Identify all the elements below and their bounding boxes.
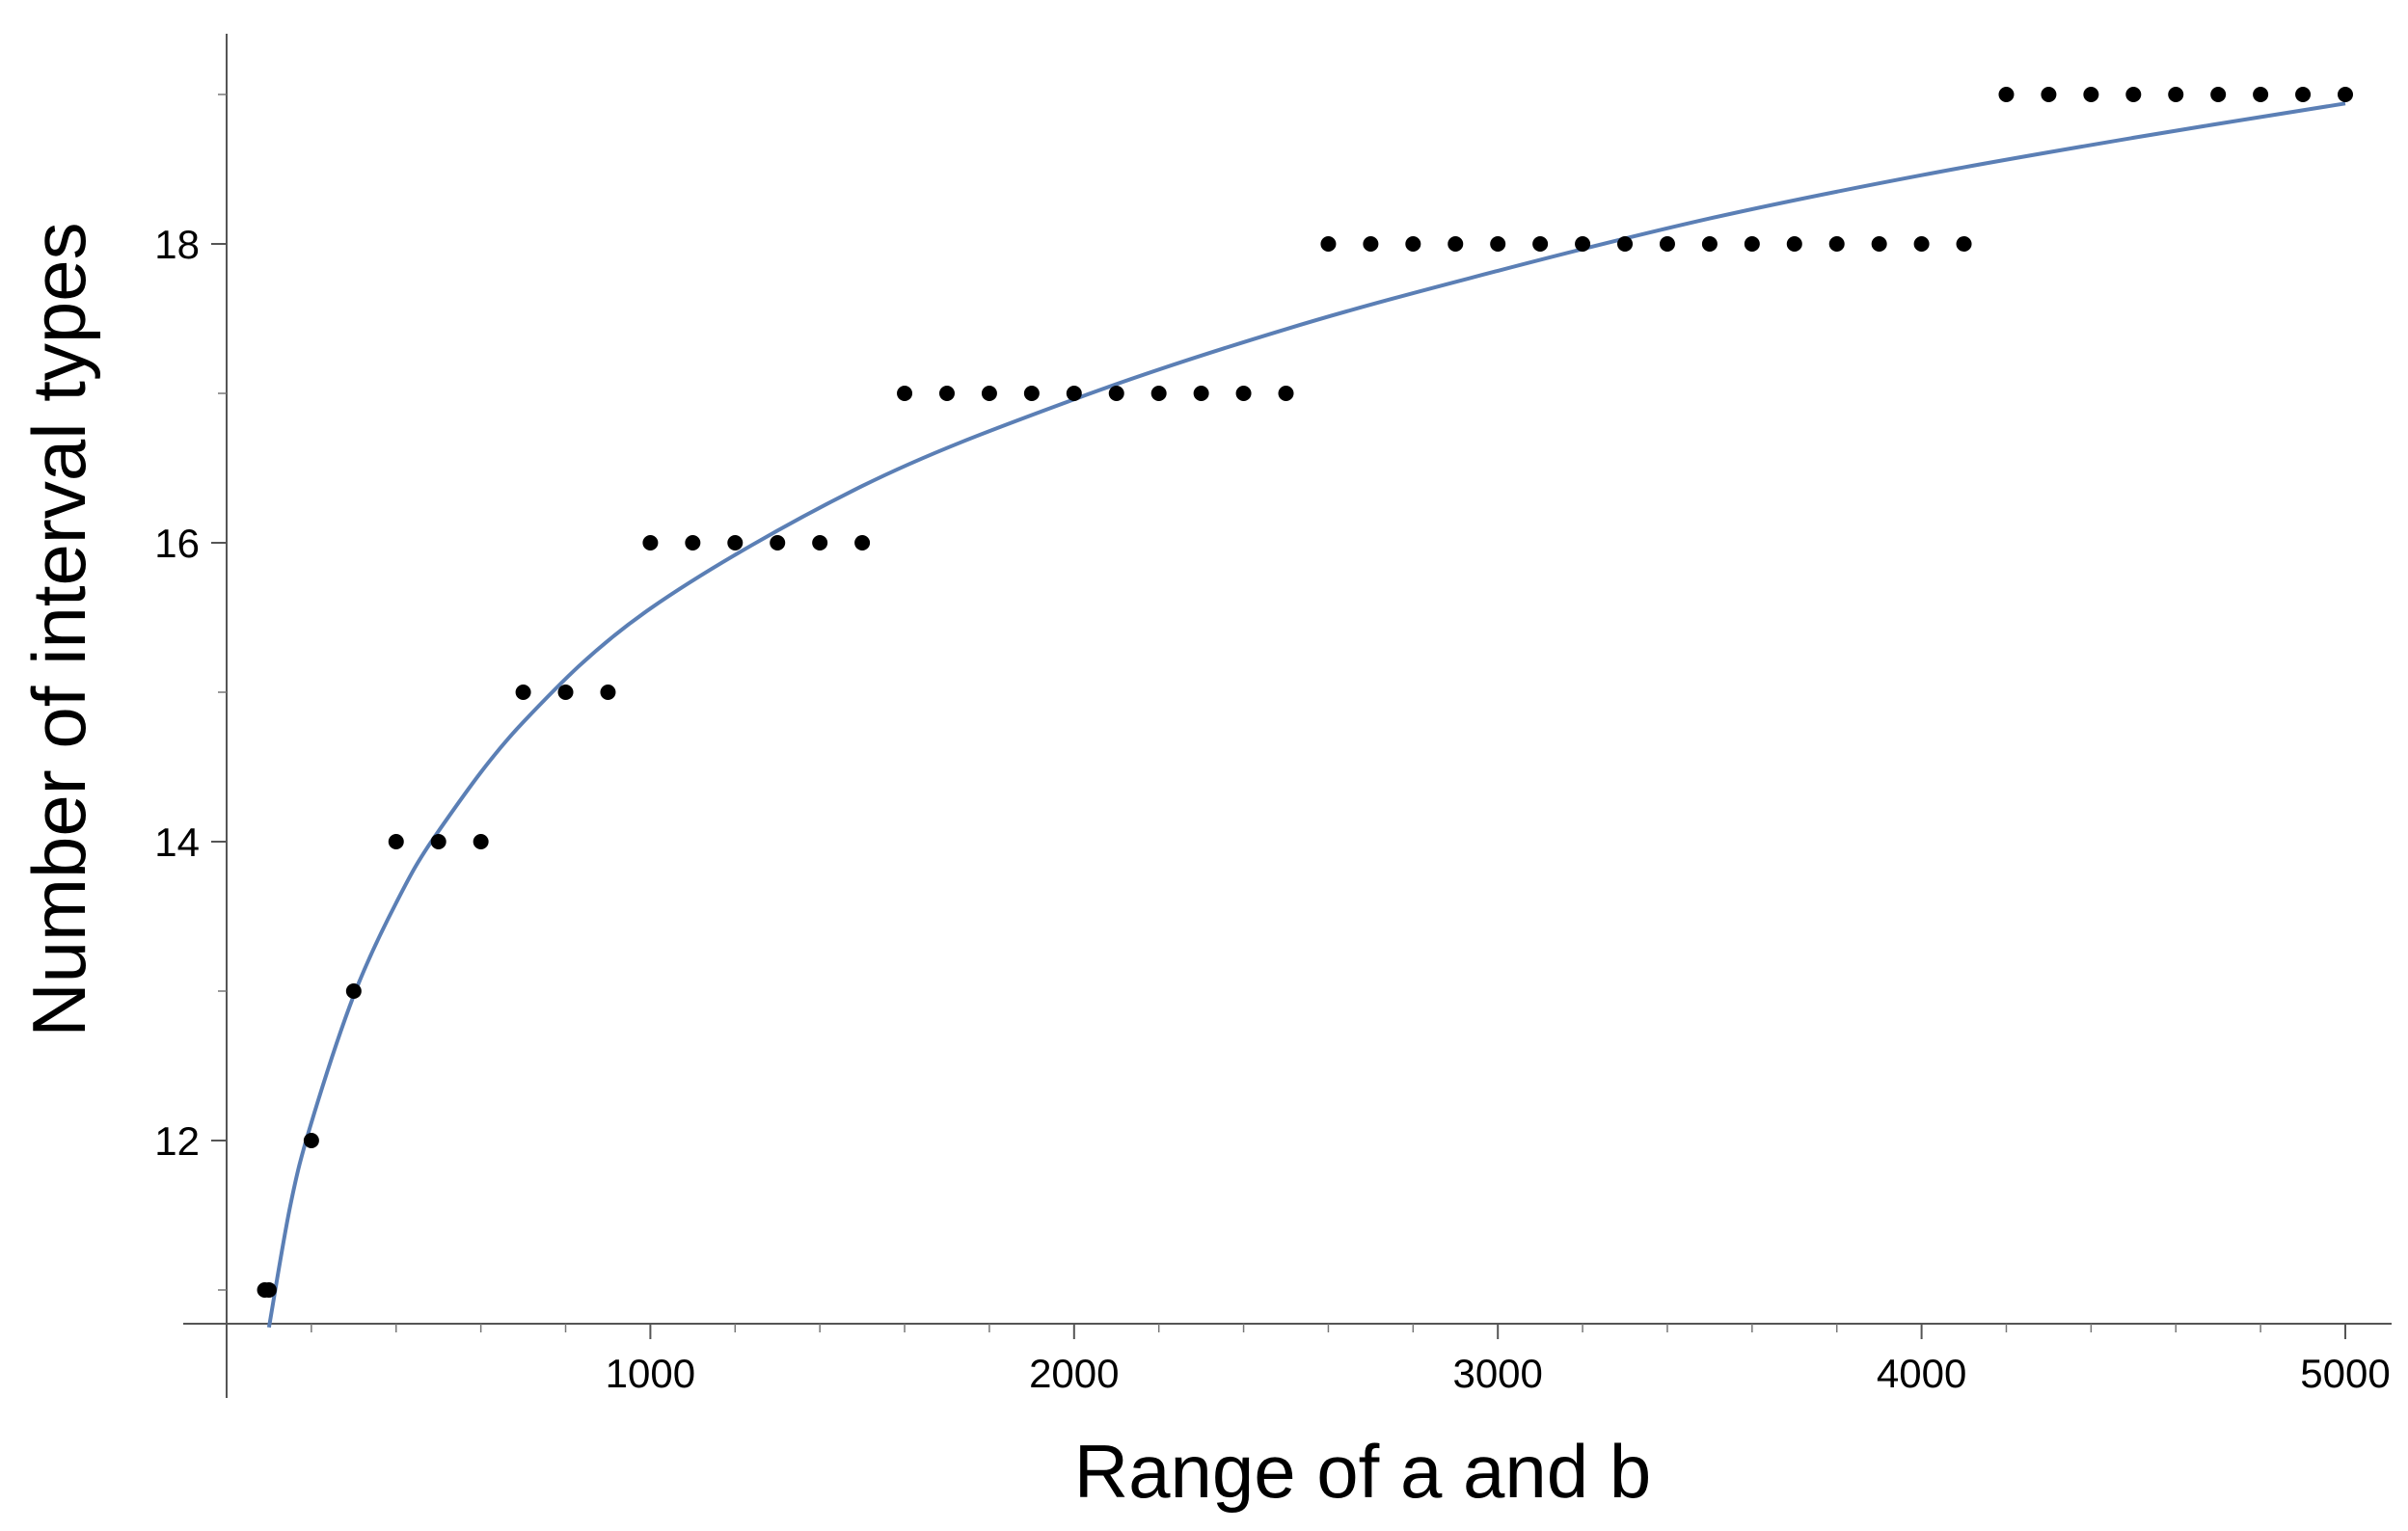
data-point [2125,87,2142,102]
data-point [1659,236,1675,252]
tick-labels: 1000 2000 3000 4000 5000 12 14 16 18 [154,222,2390,1396]
data-point [345,983,362,999]
data-point [2210,87,2227,102]
y-tick-label: 16 [154,521,200,566]
ticks [211,94,2346,1339]
data-point [1066,386,1082,401]
x-tick-label: 5000 [2300,1351,2390,1396]
data-point [1786,236,1802,252]
data-point [1108,386,1124,401]
data-point [1320,236,1337,252]
data-point [1998,87,2015,102]
data-point [938,386,955,401]
y-tick-label: 18 [154,222,200,267]
data-point [727,535,744,551]
data-point [1405,236,1421,252]
plot-background [156,34,2400,1403]
data-point [303,1133,319,1148]
y-tick-label: 14 [154,819,200,865]
data-point [1744,236,1760,252]
data-point [2041,87,2057,102]
data-point [1871,236,1887,252]
data-point [1150,386,1167,401]
x-tick-label: 2000 [1029,1351,1119,1396]
data-point [2338,87,2353,102]
data-point [1448,236,1464,252]
data-points [257,87,2353,1298]
data-point [600,685,616,700]
data-point [1193,386,1209,401]
x-tick-label: 4000 [1877,1351,1966,1396]
data-point [1575,236,1591,252]
data-point [430,834,446,849]
data-point [1701,236,1718,252]
x-axis-title: Range of a and b [1074,1429,1651,1514]
data-point [1235,386,1252,401]
data-point [981,386,997,401]
data-point [2083,87,2099,102]
data-point [1278,386,1294,401]
data-point [2168,87,2184,102]
data-point [473,834,489,849]
data-point [1617,236,1634,252]
data-point [770,535,786,551]
x-tick-label: 3000 [1452,1351,1542,1396]
data-point [515,685,531,700]
data-point [685,535,701,551]
data-point [1363,236,1379,252]
data-point [2295,87,2312,102]
x-tick-label: 1000 [606,1351,695,1396]
data-point [1828,236,1845,252]
data-point [1490,236,1506,252]
data-point [1956,236,1972,252]
data-point [1913,236,1930,252]
axes [183,34,2392,1398]
y-tick-label: 12 [154,1118,200,1164]
data-point [642,535,659,551]
data-point [2253,87,2269,102]
data-point [1023,386,1040,401]
data-point [388,834,404,849]
data-point [1532,236,1549,252]
data-point [260,1282,277,1298]
data-point [812,535,828,551]
y-axis-title: Number of interval types [16,222,101,1036]
data-point [557,685,574,700]
data-point [897,386,913,401]
data-point [854,535,871,551]
